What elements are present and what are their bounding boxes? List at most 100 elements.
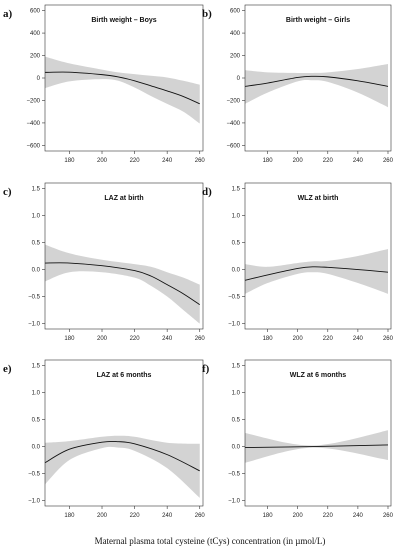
plot-frame-d [244, 182, 392, 330]
x-tick-label-d: 260 [383, 336, 394, 342]
x-tick-label-c: 260 [195, 336, 206, 342]
x-tick-label-f: 240 [353, 513, 364, 519]
panel-b: −600 −400 −200 0 200 400 600 180 200 220 240 260 Bir… [202, 4, 394, 164]
x-tick-label-f: 180 [263, 513, 274, 519]
x-tick-label-b: 260 [383, 158, 394, 164]
x-tick-label-f: 260 [383, 513, 394, 519]
panel-e: −1.0 −0.5 0.0 0.5 1.0 1.5 180 200 220 240 260 LAZ a… [3, 359, 206, 519]
x-tick-label-a: 240 [162, 158, 173, 164]
x-tick-label-d: 180 [263, 336, 274, 342]
x-tick-label-c: 240 [162, 336, 173, 342]
x-tick-label-e: 240 [162, 513, 173, 519]
y-tick-label-a: −200 [26, 98, 40, 104]
panel-title-f: WLZ at 6 months [290, 372, 346, 379]
y-tick-label-f: 1.5 [232, 363, 241, 369]
x-tick-label-a: 260 [195, 158, 206, 164]
y-tick-label-c: 0.5 [32, 240, 41, 246]
fitted-line-b [244, 75, 389, 87]
panel-letter-a: a) [3, 8, 13, 20]
y-tick-label-d: −1.0 [228, 322, 241, 328]
panel-letter-d: d) [202, 186, 212, 198]
y-tick-label-a: 600 [30, 9, 41, 15]
x-tick-label-b: 240 [353, 158, 364, 164]
fitted-line-a [44, 71, 200, 105]
y-tick-label-c: −1.0 [28, 322, 41, 328]
panel-letter-f: f) [202, 363, 210, 375]
y-tick-label-c: 0.0 [32, 268, 41, 274]
y-tick-label-f: −0.5 [228, 472, 241, 478]
y-tick-label-e: −1.0 [28, 499, 41, 505]
x-tick-label-f: 220 [323, 513, 334, 519]
confidence-band-d [245, 248, 388, 294]
x-tick-label-d: 240 [353, 336, 364, 342]
confidence-band-e [45, 435, 200, 498]
y-tick-label-d: 0.0 [232, 268, 241, 274]
y-tick-label-b: −200 [226, 98, 240, 104]
panel-d: −1.0 −0.5 0.0 0.5 1.0 1.5 180 200 220 240 260 WLZ a… [202, 182, 394, 342]
y-tick-label-b: −600 [226, 143, 240, 149]
y-tick-label-f: −1.0 [228, 499, 241, 505]
y-tick-label-d: 0.5 [232, 240, 241, 246]
panel-letter-b: b) [202, 8, 212, 20]
y-tick-label-e: 0.0 [32, 445, 41, 451]
fitted-line-c [44, 262, 200, 306]
x-tick-label-a: 200 [97, 158, 108, 164]
x-tick-label-b: 200 [293, 158, 304, 164]
y-tick-label-d: −0.5 [228, 295, 241, 301]
plot-frame-c [44, 182, 204, 330]
y-tick-label-e: 1.5 [32, 363, 41, 369]
y-tick-label-e: −0.5 [28, 472, 41, 478]
y-tick-label-b: 600 [230, 9, 241, 15]
x-tick-label-b: 220 [323, 158, 334, 164]
x-tick-label-e: 220 [130, 513, 141, 519]
y-tick-label-c: −0.5 [28, 295, 41, 301]
y-tick-label-b: 0 [237, 76, 241, 82]
fitted-line-f [244, 444, 388, 449]
x-tick-label-e: 260 [195, 513, 206, 519]
panel-letter-c: c) [3, 186, 12, 198]
x-tick-label-a: 220 [130, 158, 141, 164]
panel-c: −1.0 −0.5 0.0 0.5 1.0 1.5 180 200 220 240 260 LAZ a… [3, 182, 206, 342]
y-tick-label-e: 0.5 [32, 417, 41, 423]
panel-title-e: LAZ at 6 months [97, 372, 152, 379]
x-tick-label-c: 180 [64, 336, 75, 342]
y-tick-label-b: 200 [230, 54, 241, 60]
confidence-band-b [245, 63, 388, 108]
y-tick-label-d: 1.0 [232, 213, 241, 219]
panel-title-b: Birth weight – Girls [286, 17, 350, 24]
x-tick-label-d: 220 [323, 336, 334, 342]
x-tick-label-b: 180 [263, 158, 274, 164]
panel-title-d: WLZ at birth [298, 195, 339, 202]
plot-frame-f [244, 359, 392, 507]
y-tick-label-a: −400 [26, 121, 40, 127]
x-axis-caption: Maternal plasma total cysteine (tCys) co… [95, 536, 326, 546]
confidence-band-a [45, 56, 200, 124]
y-tick-label-a: 0 [37, 76, 41, 82]
fitted-line-e [44, 440, 200, 472]
y-tick-label-f: 1.0 [232, 390, 241, 396]
x-tick-label-c: 220 [130, 336, 141, 342]
fitted-line-d [244, 266, 389, 281]
x-tick-label-c: 200 [97, 336, 108, 342]
x-tick-label-f: 200 [293, 513, 304, 519]
x-tick-label-a: 180 [64, 158, 75, 164]
y-tick-label-d: 1.5 [232, 186, 241, 192]
x-tick-label-e: 200 [97, 513, 108, 519]
x-tick-label-e: 180 [64, 513, 75, 519]
confidence-band-c [45, 244, 200, 324]
panel-f: −1.0 −0.5 0.0 0.5 1.0 1.5 180 200 220 240 260 WLZ a… [202, 359, 394, 519]
y-tick-label-b: −400 [226, 121, 240, 127]
y-tick-label-c: 1.0 [32, 213, 41, 219]
y-tick-label-f: 0.0 [232, 445, 241, 451]
x-tick-label-d: 200 [293, 336, 304, 342]
y-tick-label-b: 400 [230, 31, 241, 37]
panel-a: −600 −400 −200 0 200 400 600 180 200 220 240 260 Bir… [3, 4, 206, 164]
panel-title-c: LAZ at birth [104, 195, 143, 202]
y-tick-label-a: −600 [26, 143, 40, 149]
plot-frame-e [44, 359, 204, 507]
panel-title-a: Birth weight – Boys [91, 17, 156, 24]
y-tick-label-c: 1.5 [32, 186, 41, 192]
y-tick-label-a: 400 [30, 31, 41, 37]
y-tick-label-f: 0.5 [232, 417, 241, 423]
